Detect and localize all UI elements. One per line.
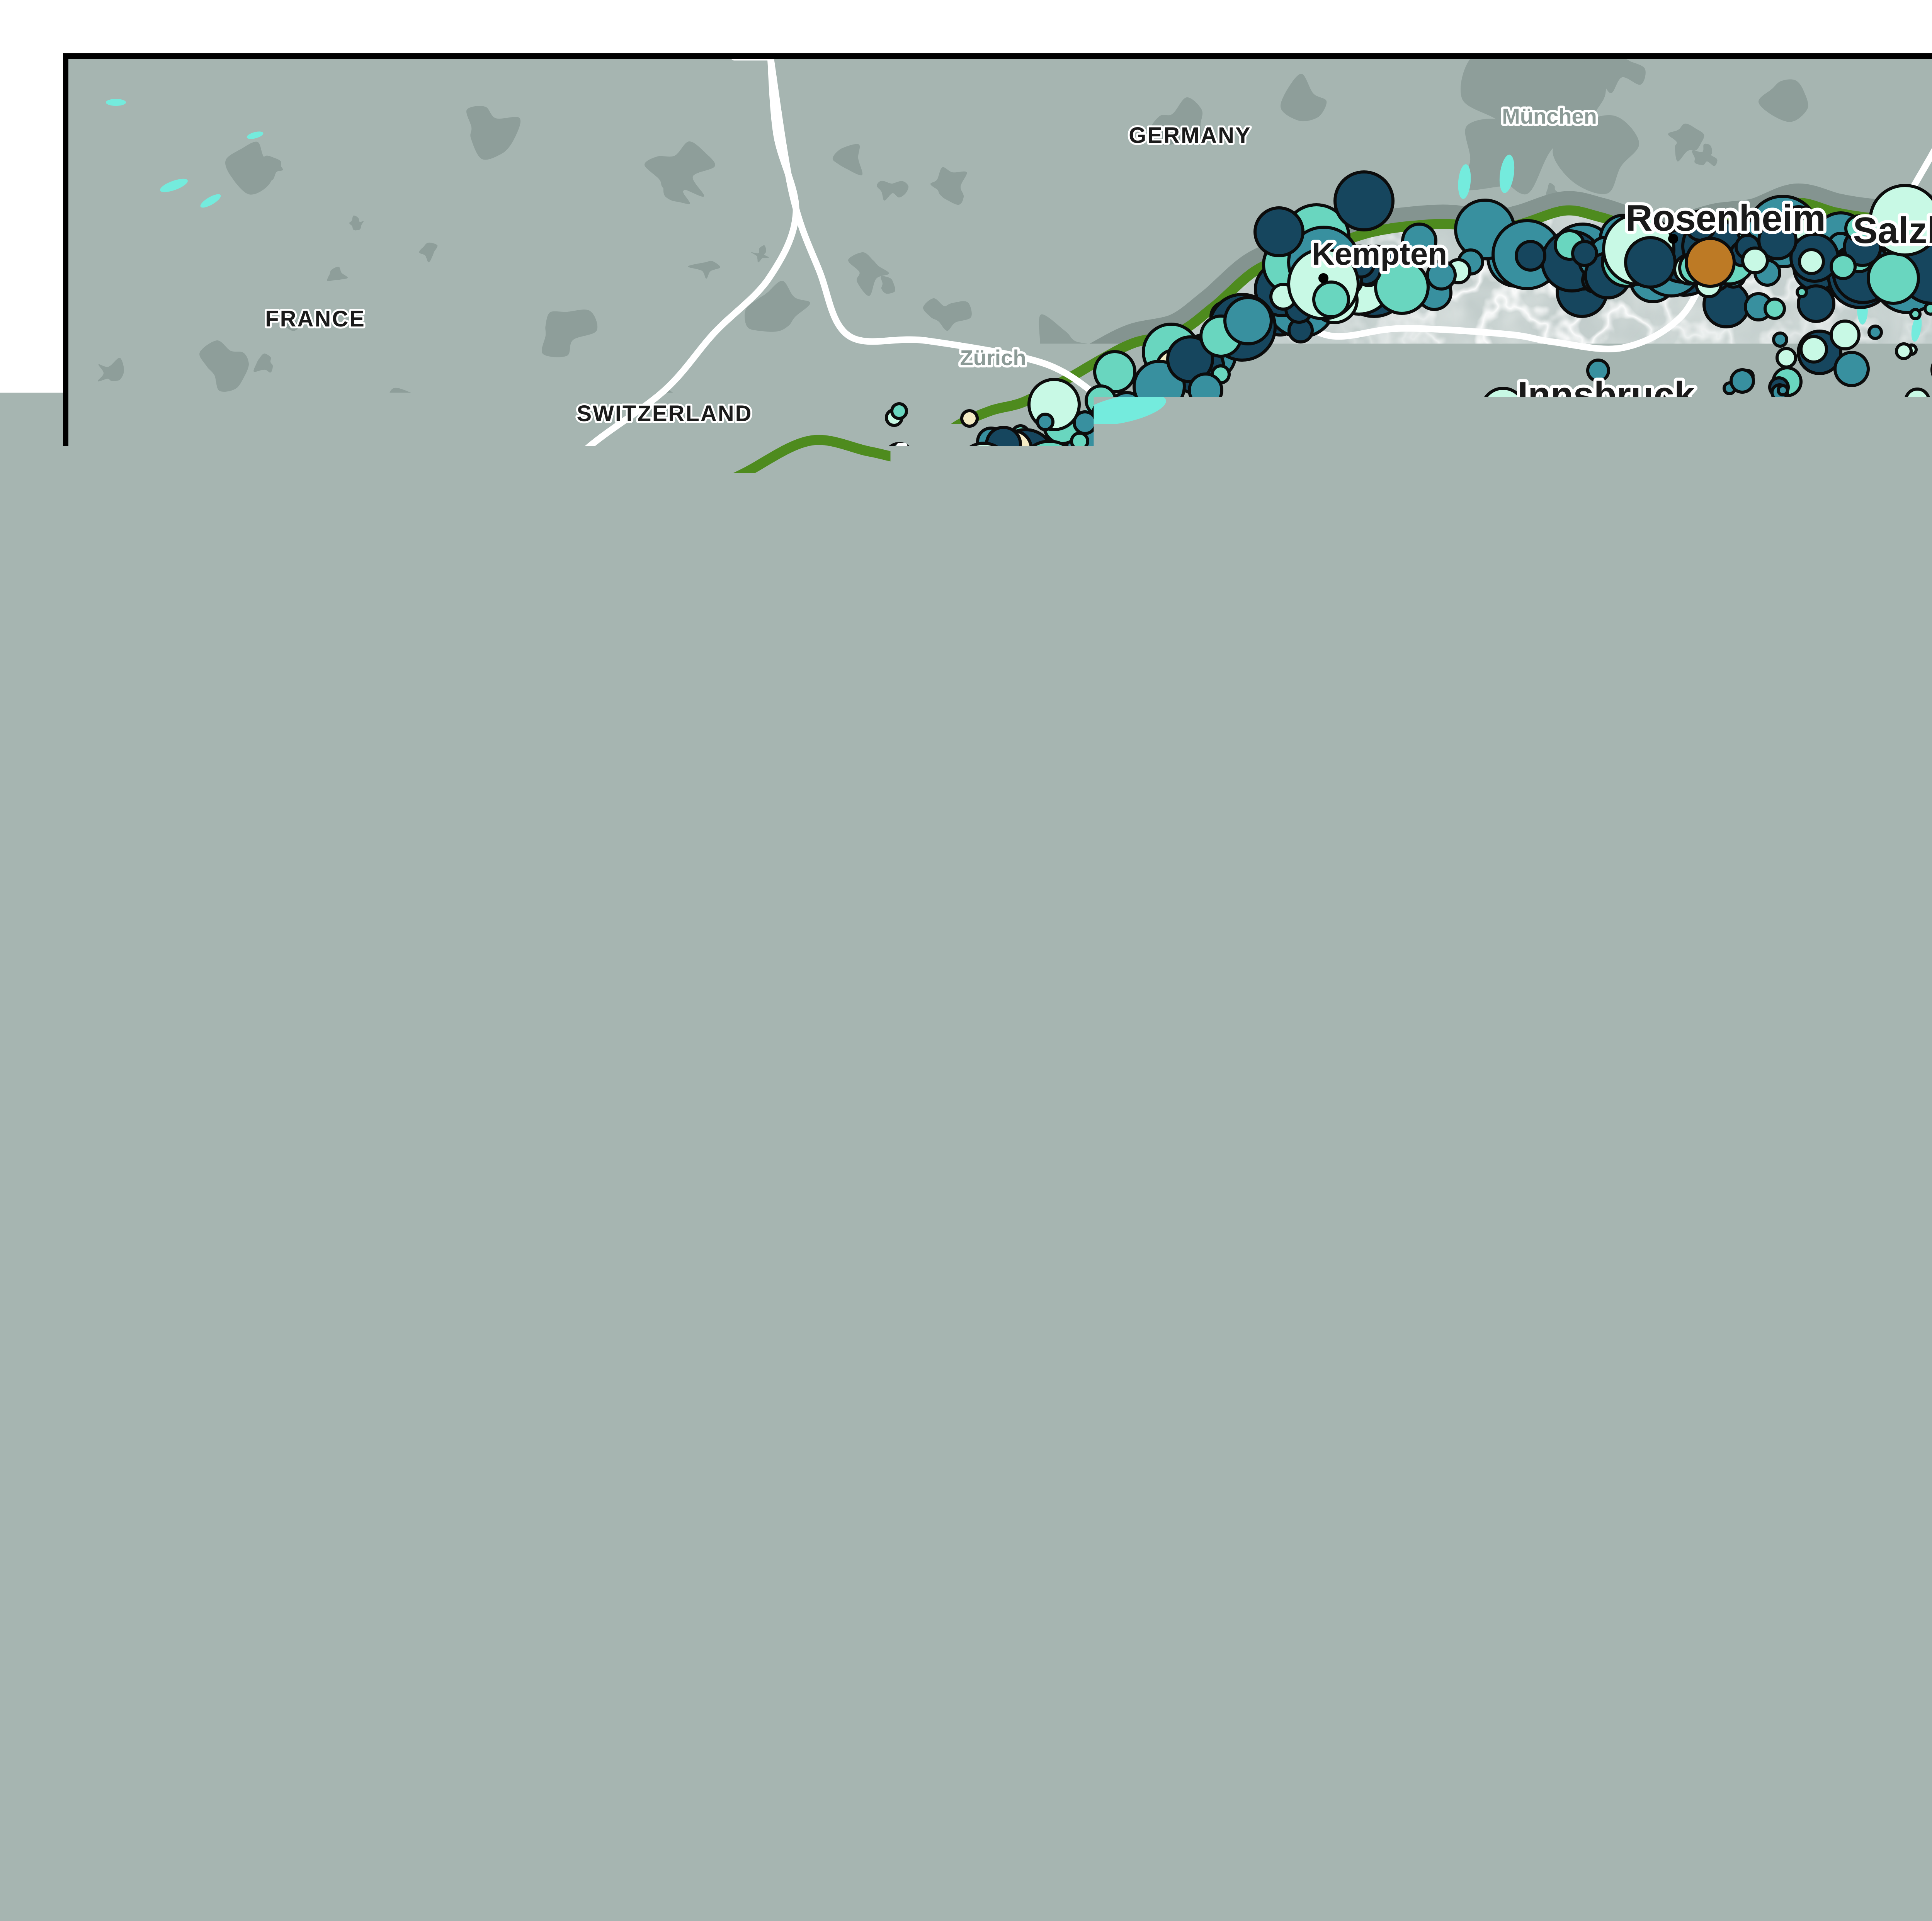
svg-text:Grenoble: Grenoble — [376, 982, 525, 1020]
svg-text:MONACO: MONACO — [755, 1435, 864, 1460]
svg-text:> -15 - -10: > -15 - -10 — [1063, 1734, 1216, 1769]
svg-text:Bern: Bern — [509, 500, 559, 524]
svg-text:no data: no data — [1644, 1673, 1747, 1707]
svg-text:> 10.000 - 50.000: > 10.000 - 50.000 — [597, 1780, 861, 1813]
svg-text:Marseille: Marseille — [279, 1516, 372, 1540]
svg-text:Change in number of employees: Change in number of employees in % (2012… — [954, 1588, 1776, 1629]
svg-text:> 5 - 10: > 5 - 10 — [1359, 1734, 1481, 1769]
svg-text:Genova: Genova — [995, 1205, 1074, 1229]
svg-text:SWITZERLAND: SWITZERLAND — [577, 401, 752, 426]
svg-text:Alpine towns (2015): Alpine towns (2015) — [517, 1637, 850, 1676]
svg-text:3.000 - 5.000: 3.000 - 5.000 — [597, 1846, 852, 1878]
svg-text:ITALY: ITALY — [1180, 1102, 1247, 1127]
svg-text:> 0 - 5: > 0 - 5 — [1359, 1673, 1481, 1707]
svg-text:Innsbruck: Innsbruck — [1518, 374, 1695, 416]
svg-text:Milano: Milano — [1036, 906, 1104, 930]
svg-text:> 10 - 15: > 10 - 15 — [1359, 1796, 1490, 1830]
svg-text:Torino: Torino — [776, 1056, 842, 1081]
svg-text:Genève: Genève — [322, 697, 400, 721]
svg-text:Population of: Population of — [517, 1593, 744, 1632]
svg-text:Rosenheim: Rosenheim — [1626, 197, 1825, 239]
svg-text:Bolzano/: Bolzano/ — [1515, 602, 1657, 641]
svg-text:> 50.000 - 100.000: > 50.000 - 100.000 — [597, 1747, 861, 1780]
svg-text:München: München — [1502, 104, 1597, 128]
svg-text:< -15: < -15 — [1063, 1673, 1135, 1707]
svg-text:Zürich: Zürich — [960, 345, 1026, 370]
svg-text:Lyon: Lyon — [194, 877, 245, 901]
svg-text:GERMANY: GERMANY — [1129, 123, 1251, 148]
svg-text:Venezia: Venezia — [1687, 915, 1767, 940]
svg-text:change: change — [66, 1667, 296, 1740]
svg-text:Bozen: Bozen — [1535, 641, 1637, 679]
svg-text:> -5 - 0: > -5 - 0 — [1063, 1857, 1197, 1892]
svg-text:> 5.000 - 10.000: > 5.000 - 10.000 — [597, 1813, 869, 1846]
svg-text:Annecy: Annecy — [458, 776, 581, 814]
svg-text:Kempten: Kempten — [1312, 236, 1447, 272]
svg-text:Luzern: Luzern — [897, 439, 1009, 477]
svg-text:Salzburg: Salzburg — [1853, 210, 1932, 251]
svg-text:FRANCE: FRANCE — [265, 306, 366, 332]
svg-text:LIECHTENSTEIN: LIECHTENSTEIN — [1180, 494, 1326, 513]
svg-text:Chambéry: Chambéry — [418, 879, 573, 914]
svg-text:Employment: Employment — [66, 1583, 460, 1657]
svg-text:> -10 - -5: > -10 - -5 — [1063, 1796, 1207, 1830]
svg-text:> 15: > 15 — [1359, 1857, 1428, 1892]
svg-text:Trento: Trento — [1471, 728, 1575, 767]
svg-text:> 100.000: > 100.000 — [597, 1714, 728, 1747]
